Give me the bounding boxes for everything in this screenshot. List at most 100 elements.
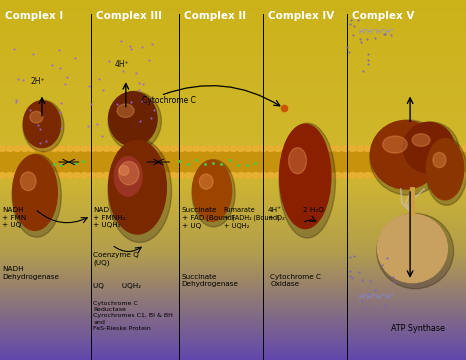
Text: Succinate
+ FAD (Bound)
+ UQ: Succinate + FAD (Bound) + UQ: [182, 207, 234, 229]
Circle shape: [140, 145, 148, 152]
Circle shape: [199, 172, 208, 179]
Circle shape: [222, 145, 230, 152]
Circle shape: [125, 145, 133, 152]
Circle shape: [35, 172, 44, 179]
Circle shape: [408, 145, 417, 152]
Circle shape: [431, 145, 439, 152]
Text: Cytochrome C
Oxidase: Cytochrome C Oxidase: [270, 274, 321, 287]
Circle shape: [267, 172, 275, 179]
Circle shape: [408, 172, 417, 179]
Circle shape: [363, 145, 372, 152]
Ellipse shape: [12, 154, 62, 237]
Circle shape: [460, 145, 466, 152]
Ellipse shape: [192, 160, 232, 221]
Ellipse shape: [377, 213, 454, 289]
Circle shape: [393, 172, 402, 179]
Circle shape: [177, 172, 185, 179]
Circle shape: [229, 145, 238, 152]
Circle shape: [453, 172, 461, 179]
Circle shape: [214, 145, 223, 152]
Circle shape: [274, 172, 282, 179]
Text: NADH
Dehydrogenase: NADH Dehydrogenase: [2, 266, 59, 280]
Circle shape: [431, 172, 439, 179]
Circle shape: [378, 172, 387, 179]
Circle shape: [356, 145, 364, 152]
Circle shape: [6, 172, 14, 179]
Circle shape: [259, 145, 267, 152]
Circle shape: [252, 145, 260, 152]
Circle shape: [170, 172, 178, 179]
Text: UQ        UQH₂: UQ UQH₂: [93, 283, 141, 289]
Bar: [0, 146, 466, 178]
Ellipse shape: [109, 92, 157, 146]
Text: Complex I: Complex I: [5, 11, 63, 21]
Circle shape: [311, 172, 320, 179]
Ellipse shape: [412, 134, 430, 146]
Circle shape: [378, 145, 387, 152]
Circle shape: [43, 172, 51, 179]
Circle shape: [132, 172, 141, 179]
Circle shape: [222, 172, 230, 179]
Circle shape: [0, 145, 7, 152]
Circle shape: [445, 172, 454, 179]
Ellipse shape: [403, 122, 459, 177]
Circle shape: [244, 145, 253, 152]
Circle shape: [117, 172, 126, 179]
Circle shape: [326, 145, 335, 152]
Circle shape: [88, 145, 96, 152]
Circle shape: [371, 145, 379, 152]
Circle shape: [334, 172, 342, 179]
Ellipse shape: [426, 139, 464, 200]
Text: Coenzyme Q
(UQ): Coenzyme Q (UQ): [93, 252, 139, 266]
Text: ATP Synthase: ATP Synthase: [391, 324, 445, 333]
Circle shape: [252, 172, 260, 179]
Text: NADH
+ FMN
+ UQ: NADH + FMN + UQ: [2, 207, 27, 229]
Text: 2H⁺: 2H⁺: [30, 77, 45, 85]
Ellipse shape: [23, 101, 61, 148]
Ellipse shape: [108, 91, 161, 150]
Ellipse shape: [426, 138, 466, 205]
Circle shape: [341, 145, 350, 152]
Circle shape: [147, 145, 156, 152]
Circle shape: [0, 172, 7, 179]
Circle shape: [6, 145, 14, 152]
Ellipse shape: [370, 121, 440, 189]
Circle shape: [267, 145, 275, 152]
Circle shape: [416, 172, 424, 179]
Ellipse shape: [280, 124, 331, 229]
Circle shape: [319, 172, 327, 179]
Circle shape: [185, 172, 193, 179]
Circle shape: [132, 145, 141, 152]
Ellipse shape: [117, 104, 134, 117]
Circle shape: [311, 145, 320, 152]
Ellipse shape: [119, 161, 139, 185]
Text: Succinate
Dehydrogenase: Succinate Dehydrogenase: [182, 274, 239, 287]
Circle shape: [155, 145, 163, 152]
Circle shape: [170, 145, 178, 152]
Circle shape: [147, 172, 156, 179]
Circle shape: [65, 145, 74, 152]
Circle shape: [21, 172, 29, 179]
Circle shape: [140, 172, 148, 179]
Circle shape: [423, 145, 432, 152]
Ellipse shape: [109, 140, 166, 234]
Circle shape: [416, 145, 424, 152]
Circle shape: [88, 172, 96, 179]
Ellipse shape: [433, 152, 446, 168]
Circle shape: [125, 172, 133, 179]
Circle shape: [162, 172, 171, 179]
Circle shape: [281, 145, 290, 152]
Text: Complex V: Complex V: [352, 11, 414, 21]
Circle shape: [110, 172, 118, 179]
Circle shape: [438, 172, 446, 179]
Circle shape: [110, 145, 118, 152]
Ellipse shape: [403, 122, 454, 173]
Circle shape: [80, 145, 89, 152]
Circle shape: [244, 172, 253, 179]
Circle shape: [177, 145, 185, 152]
Ellipse shape: [383, 136, 407, 153]
Circle shape: [341, 172, 350, 179]
Circle shape: [363, 172, 372, 179]
Circle shape: [73, 172, 81, 179]
Text: Complex IV: Complex IV: [268, 11, 334, 21]
